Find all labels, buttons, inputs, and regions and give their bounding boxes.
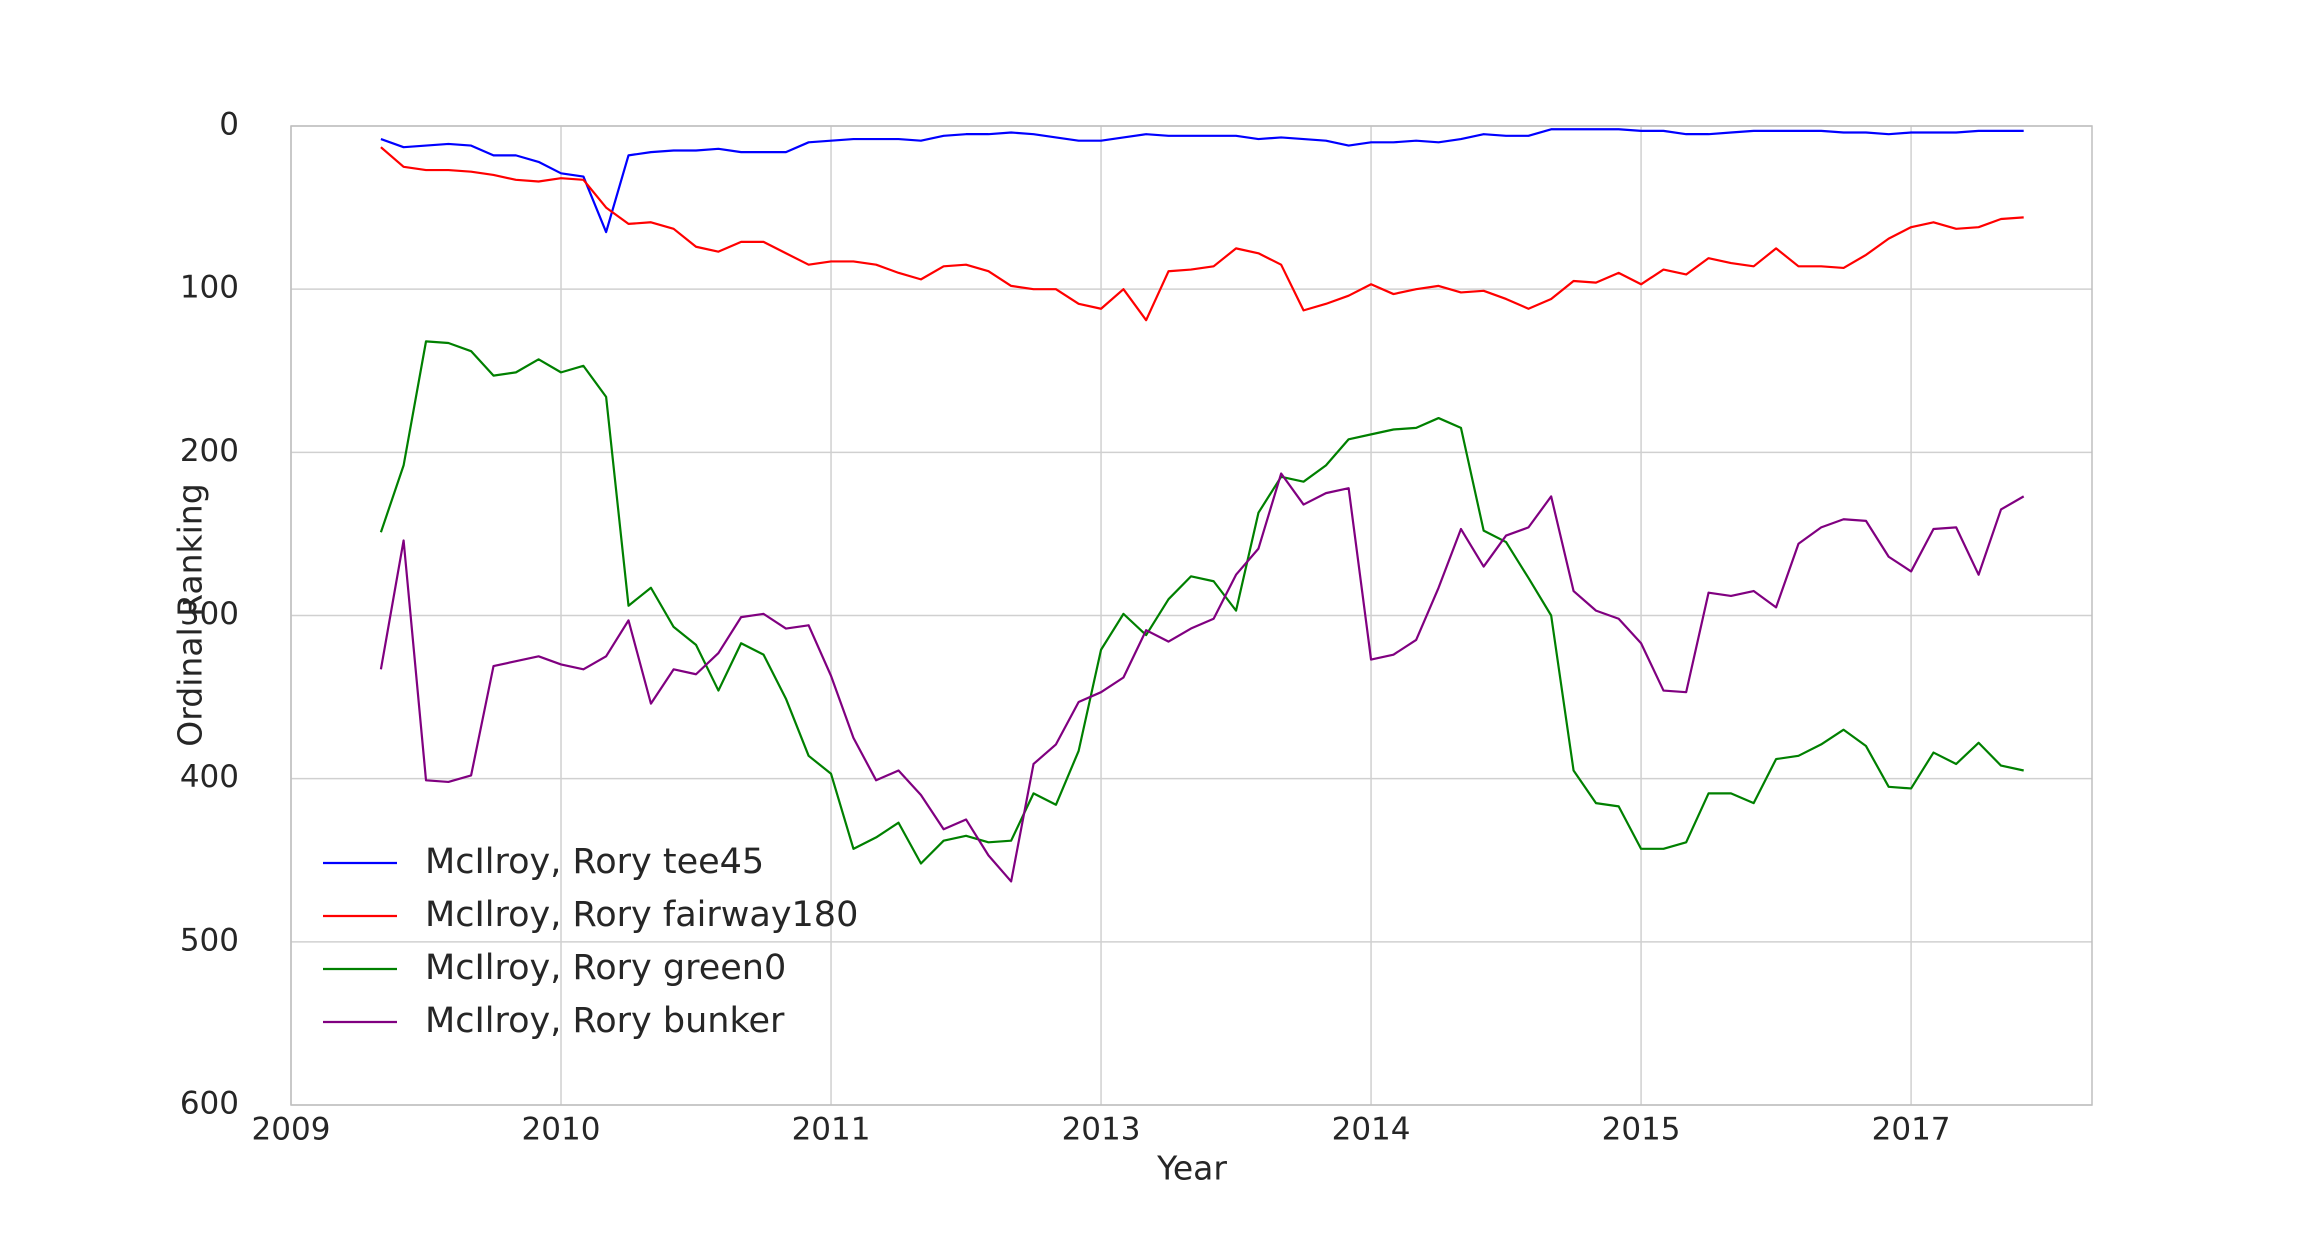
legend-label: McIlroy, Rory fairway180 [425, 895, 858, 935]
y-tick-label: 0 [219, 107, 239, 143]
ticks: 0 100 200 300 400 500 600 2009 2010 2011 2013 2014 2… [180, 107, 1951, 1148]
x-axis-label: Year [1156, 1149, 1227, 1188]
x-tick-label: 2009 [252, 1112, 331, 1148]
series-line [380, 146, 2024, 322]
x-tick-label: 2015 [1602, 1112, 1681, 1148]
y-tick-label: 200 [180, 433, 239, 469]
y-tick-label: 400 [180, 759, 239, 795]
y-axis-label: Ordinal Ranking [171, 483, 210, 746]
legend: McIlroy, Rory tee45 McIlroy, Rory fairway… [323, 842, 858, 1041]
x-tick-label: 2011 [792, 1112, 871, 1148]
x-tick-label: 2013 [1062, 1112, 1141, 1148]
lines [379, 128, 2025, 883]
y-tick-label: 300 [180, 596, 239, 632]
grid [290, 125, 2092, 1106]
y-tick-label: 600 [180, 1086, 239, 1122]
legend-label: McIlroy, Rory green0 [425, 948, 786, 988]
y-tick-label: 500 [180, 922, 239, 958]
series-line [380, 128, 2024, 234]
plot-frame [290, 125, 2093, 1106]
x-tick-label: 2017 [1872, 1112, 1951, 1148]
series-line [379, 472, 2025, 883]
legend-label: McIlroy, Rory bunker [425, 1001, 785, 1041]
y-tick-label: 100 [180, 270, 239, 306]
x-tick-label: 2014 [1332, 1112, 1411, 1148]
legend-label: McIlroy, Rory tee45 [425, 842, 764, 882]
series-line [379, 340, 2024, 865]
x-tick-label: 2010 [522, 1112, 601, 1148]
